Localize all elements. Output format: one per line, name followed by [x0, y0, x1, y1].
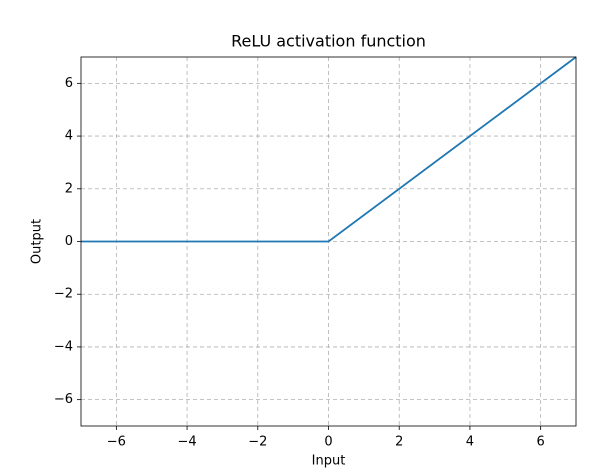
y-tick-label: −4 [54, 339, 73, 354]
y-tick-label: −2 [54, 287, 73, 302]
x-tick-label: −2 [248, 435, 267, 450]
x-tick-label: 2 [395, 435, 403, 450]
x-tick-label: 0 [324, 435, 332, 450]
chart-title: ReLU activation function [231, 32, 426, 51]
y-tick-label: 2 [65, 181, 73, 196]
x-tick-label: −4 [177, 435, 196, 450]
y-tick-label: −6 [54, 392, 73, 407]
y-tick-label: 4 [65, 129, 73, 144]
y-axis-label: Output [30, 219, 45, 264]
line [81, 56, 577, 243]
x-tick-label: 4 [466, 435, 474, 450]
x-tick-label: 6 [537, 435, 545, 450]
plot-frame [80, 56, 577, 427]
x-axis-label: Input [312, 454, 346, 469]
y-tick-label: 6 [65, 76, 73, 91]
x-tick-label: −6 [107, 435, 126, 450]
y-tick-label: 0 [65, 234, 73, 249]
